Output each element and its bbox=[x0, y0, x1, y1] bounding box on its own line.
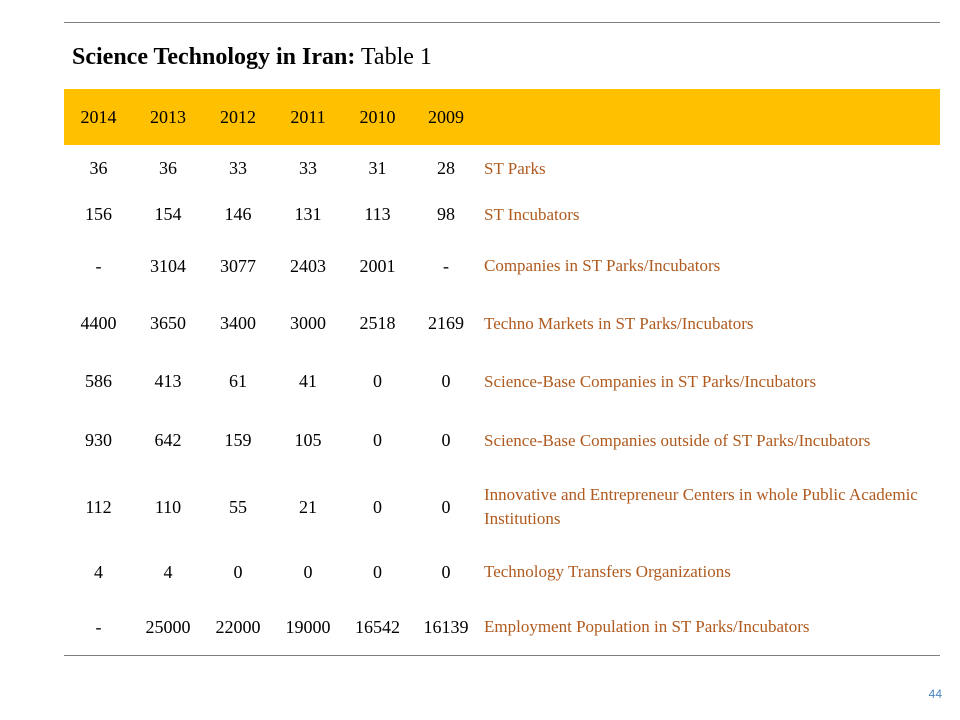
table-cell: 112 bbox=[85, 496, 112, 517]
table-cell: 55 bbox=[229, 496, 247, 517]
column-header-2012: 2012 bbox=[220, 106, 256, 127]
table-cell: 0 bbox=[373, 561, 382, 582]
table-cell: 2518 bbox=[359, 313, 396, 333]
table-cell: 0 bbox=[233, 561, 243, 582]
table-cell: 110 bbox=[154, 496, 182, 517]
table-row: -25000 22000 19000 16542 16139 Employment Pop… bbox=[64, 600, 940, 656]
page-title: Science Technology in Iran: Table 1 bbox=[72, 44, 432, 71]
table-cell: 33 bbox=[299, 158, 317, 178]
table-cell: 0 bbox=[373, 430, 382, 450]
table-cell: 36 bbox=[89, 158, 108, 178]
column-header-2014: 2014 bbox=[80, 106, 117, 127]
table-row: 4 4 0 0 0 0 Technology Transfers Organizations bbox=[64, 544, 940, 600]
data-table: 2014 2013 2012 2011 2010 2009 36 36 33 33 31… bbox=[64, 89, 940, 656]
table-cell: 586 bbox=[85, 371, 112, 391]
table-cell: 413 bbox=[154, 371, 182, 391]
table-cell: 61 bbox=[229, 371, 247, 391]
table-cell: 159 bbox=[224, 430, 252, 450]
table-cell: 16542 bbox=[343, 600, 412, 656]
row-label: Science-Base Companies in ST Parks/Incub… bbox=[484, 371, 817, 391]
row-label: Technology Transfers Organizations bbox=[484, 562, 731, 581]
column-header-2011: 2011 bbox=[290, 106, 326, 127]
table-cell: 3650 bbox=[150, 313, 186, 333]
table-cell: 28 bbox=[437, 158, 455, 178]
column-header-label bbox=[480, 89, 940, 145]
table-cell: 2001 bbox=[359, 255, 396, 276]
table-header-row: 2014 2013 2012 2011 2010 2009 bbox=[64, 89, 940, 145]
table-cell: 16139 bbox=[412, 600, 480, 656]
table-cell: 154 bbox=[154, 204, 182, 224]
row-label: Science-Base Companies outside of ST Par… bbox=[484, 430, 871, 450]
table-cell: 0 bbox=[441, 430, 451, 450]
table-cell: 105 bbox=[294, 430, 322, 450]
table-cell: 0 bbox=[373, 496, 382, 517]
table-cell: 22000 bbox=[203, 600, 273, 656]
table-row: 36 36 33 33 31 28 ST Parks bbox=[64, 145, 940, 192]
row-label: Employment Population in ST Parks/Incuba… bbox=[480, 600, 940, 656]
table-cell: - bbox=[443, 255, 449, 276]
table-cell: 0 bbox=[441, 561, 451, 582]
table-cell: 4 bbox=[163, 561, 173, 582]
page-number: 44 bbox=[928, 687, 942, 701]
top-rule bbox=[64, 22, 940, 23]
table-cell: 98 bbox=[437, 204, 455, 224]
row-label: ST Incubators bbox=[484, 204, 580, 224]
table-cell: 25000 bbox=[133, 600, 203, 656]
title-rest: Table 1 bbox=[355, 44, 432, 70]
table-cell: 930 bbox=[85, 430, 112, 450]
table-row: 156 154 146 131 113 98 ST Incubators bbox=[64, 192, 940, 237]
table-cell: 2403 bbox=[290, 255, 326, 276]
table-cell: 131 bbox=[294, 204, 322, 224]
row-label: Innovative and Entrepreneur Centers in w… bbox=[484, 485, 918, 528]
table-cell: 642 bbox=[154, 430, 182, 450]
table-cell: - bbox=[95, 255, 102, 276]
table-cell: 3000 bbox=[290, 313, 326, 333]
row-label: ST Parks bbox=[484, 158, 546, 178]
table-cell: 31 bbox=[368, 158, 387, 178]
column-header-2010: 2010 bbox=[359, 106, 396, 127]
table-cell: 0 bbox=[441, 371, 451, 391]
table-cell: 33 bbox=[229, 158, 247, 178]
table-cell: 3400 bbox=[220, 313, 256, 333]
table-cell: 36 bbox=[159, 158, 177, 178]
row-label: Companies in ST Parks/Incubators bbox=[484, 256, 721, 275]
table-cell: 0 bbox=[303, 561, 313, 582]
table-row: 112 110 55 21 0 0 Innovative and Entrepreneur … bbox=[64, 470, 940, 544]
column-header-2009: 2009 bbox=[428, 106, 464, 127]
table-body: 36 36 33 33 31 28 ST Parks 156 154 146 131 113 98 ST … bbox=[64, 145, 940, 656]
table-cell: 146 bbox=[224, 204, 252, 224]
table-cell: 2169 bbox=[428, 313, 464, 333]
table-row: - 3104 3077 2403 2001 - Companies in ST Parks/… bbox=[64, 237, 940, 295]
row-label: Techno Markets in ST Parks/Incubators bbox=[484, 313, 754, 333]
table-row: 930 642 159 105 0 0 Science-Base Companies out… bbox=[64, 411, 940, 470]
table-row: 4400 3650 3400 3000 2518 2169 Techno Markets i… bbox=[64, 295, 940, 352]
table-cell: 3104 bbox=[150, 255, 186, 276]
table-cell: 4400 bbox=[80, 313, 117, 333]
column-header-2013: 2013 bbox=[150, 106, 186, 127]
table-cell: - bbox=[64, 600, 133, 656]
title-bold: Science Technology in Iran: bbox=[72, 44, 356, 70]
table-cell: 19000 bbox=[273, 600, 343, 656]
table-cell: 3077 bbox=[220, 255, 256, 276]
table-cell: 21 bbox=[299, 496, 317, 517]
table-cell: 4 bbox=[94, 561, 103, 582]
table-cell: 113 bbox=[364, 204, 391, 224]
table-cell: 156 bbox=[85, 204, 112, 224]
table-cell: 0 bbox=[441, 496, 451, 517]
table-cell: 0 bbox=[373, 371, 382, 391]
table-cell: 41 bbox=[299, 371, 317, 391]
table-row: 586 413 61 41 0 0 Science-Base Companies in ST… bbox=[64, 352, 940, 411]
